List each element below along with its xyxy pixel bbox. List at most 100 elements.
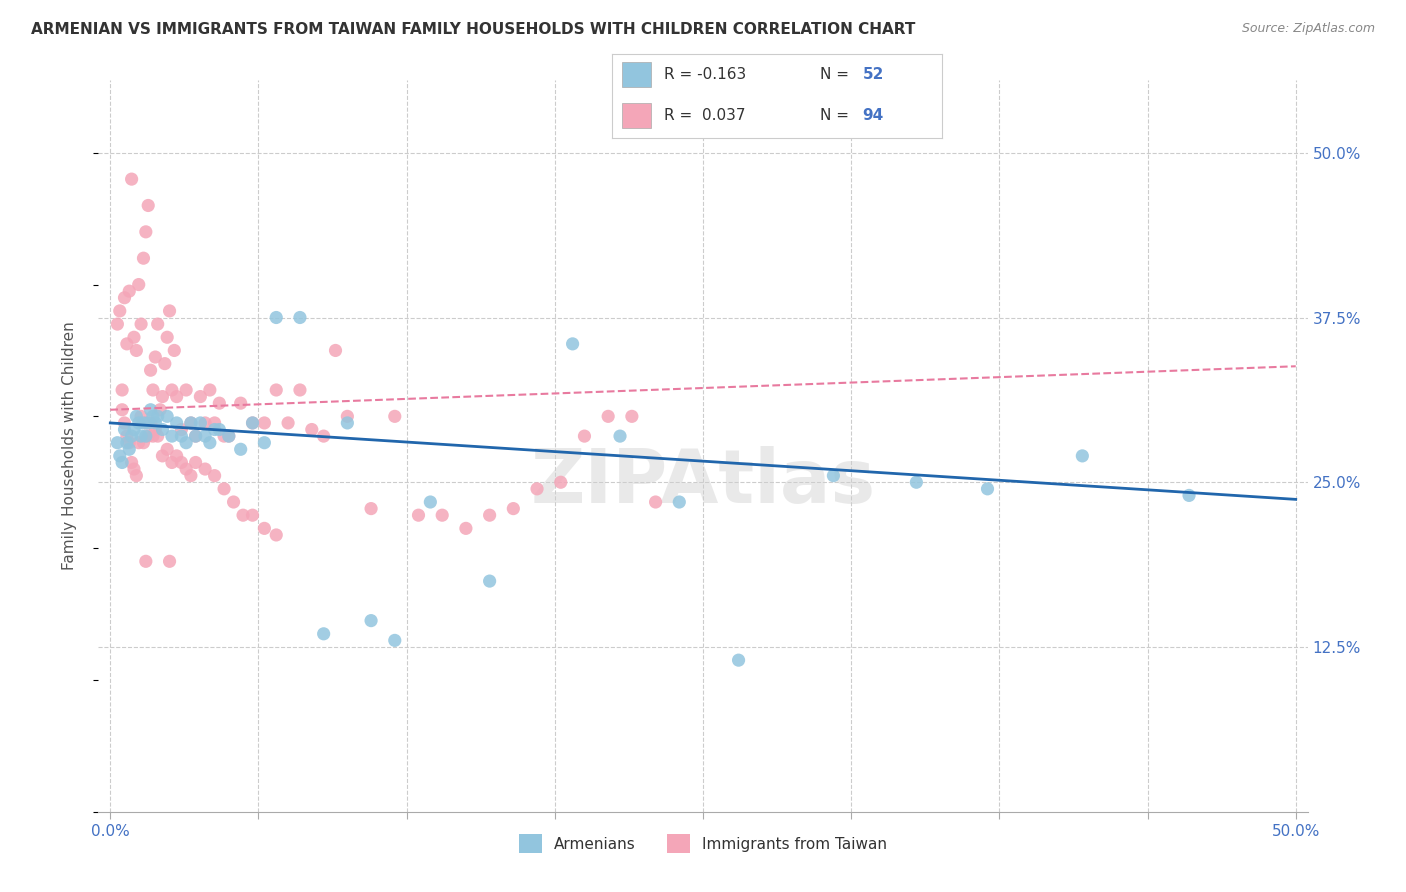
Point — [174, 383, 197, 397]
Point — [432, 508, 454, 523]
Point — [142, 383, 165, 397]
Point — [194, 429, 217, 443]
Point — [180, 416, 202, 430]
Point — [336, 409, 359, 424]
Point — [125, 468, 148, 483]
Point — [121, 429, 143, 443]
Point — [114, 423, 136, 437]
Point — [312, 429, 335, 443]
Point — [135, 554, 157, 568]
Point — [136, 429, 159, 443]
Point — [1178, 488, 1201, 502]
Point — [152, 449, 174, 463]
Point — [122, 423, 145, 437]
Point — [976, 482, 998, 496]
Point — [128, 277, 150, 292]
Point — [526, 482, 548, 496]
Point — [253, 521, 276, 535]
Text: 94: 94 — [863, 108, 884, 123]
Point — [160, 383, 183, 397]
Point — [108, 449, 131, 463]
Point — [277, 416, 299, 430]
Point — [129, 317, 152, 331]
Point — [129, 429, 152, 443]
Point — [149, 402, 172, 417]
Point — [115, 336, 138, 351]
Point — [336, 416, 359, 430]
Point — [135, 416, 157, 430]
Point — [105, 435, 128, 450]
Point — [478, 508, 501, 523]
Point — [156, 409, 179, 424]
Point — [170, 423, 193, 437]
Point — [135, 225, 157, 239]
Point — [115, 429, 138, 443]
Point — [111, 455, 134, 469]
Point — [132, 416, 155, 430]
Point — [125, 409, 148, 424]
Point — [190, 390, 212, 404]
Point — [143, 416, 166, 430]
Point — [198, 435, 221, 450]
Point — [135, 429, 157, 443]
Point — [208, 396, 231, 410]
Text: R =  0.037: R = 0.037 — [665, 108, 747, 123]
Point — [222, 495, 245, 509]
Point — [184, 429, 207, 443]
Point — [184, 455, 207, 469]
Point — [153, 357, 176, 371]
Point — [502, 501, 524, 516]
Point — [170, 455, 193, 469]
FancyBboxPatch shape — [621, 103, 651, 128]
Legend: Armenians, Immigrants from Taiwan: Armenians, Immigrants from Taiwan — [513, 828, 893, 859]
Point — [242, 508, 264, 523]
Point — [166, 416, 188, 430]
Point — [229, 396, 252, 410]
Point — [408, 508, 430, 523]
Text: 52: 52 — [863, 67, 884, 82]
Point — [163, 343, 186, 358]
Point — [419, 495, 441, 509]
Point — [143, 423, 166, 437]
Point — [111, 402, 134, 417]
Point — [128, 416, 150, 430]
Point — [264, 383, 287, 397]
Point — [242, 416, 264, 430]
Point — [118, 284, 141, 298]
Point — [132, 251, 155, 265]
Point — [264, 528, 287, 542]
Y-axis label: Family Households with Children: Family Households with Children — [62, 322, 77, 570]
Point — [288, 383, 311, 397]
Point — [574, 429, 596, 443]
Point — [232, 508, 254, 523]
Point — [198, 383, 221, 397]
Point — [620, 409, 643, 424]
Point — [218, 429, 240, 443]
Point — [288, 310, 311, 325]
Point — [204, 423, 226, 437]
Point — [204, 416, 226, 430]
Point — [146, 317, 169, 331]
Point — [478, 574, 501, 588]
Point — [111, 383, 134, 397]
Point — [122, 330, 145, 344]
Point — [360, 614, 382, 628]
Point — [139, 402, 162, 417]
Point — [122, 462, 145, 476]
Point — [139, 416, 162, 430]
Point — [160, 429, 183, 443]
Point — [184, 429, 207, 443]
Point — [152, 390, 174, 404]
Point — [905, 475, 928, 490]
Point — [229, 442, 252, 457]
Point — [118, 442, 141, 457]
Point — [118, 435, 141, 450]
Text: Source: ZipAtlas.com: Source: ZipAtlas.com — [1241, 22, 1375, 36]
Point — [139, 363, 162, 377]
Point — [156, 330, 179, 344]
Point — [550, 475, 572, 490]
Point — [253, 416, 276, 430]
Point — [180, 468, 202, 483]
Point — [194, 462, 217, 476]
Point — [301, 423, 323, 437]
